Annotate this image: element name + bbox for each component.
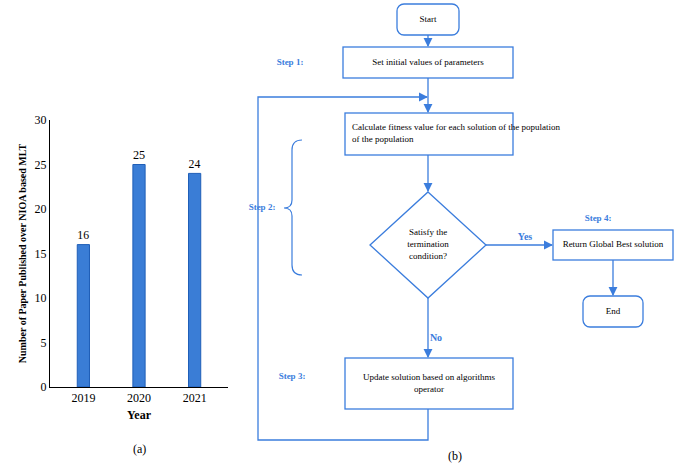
svg-text:Return Global Best solution: Return Global Best solution (563, 239, 664, 249)
svg-text:of the population: of the population (352, 134, 414, 144)
svg-text:10: 10 (35, 291, 47, 305)
svg-text:25: 25 (133, 148, 145, 162)
svg-text:Step 1:: Step 1: (277, 57, 304, 67)
svg-text:Yes: Yes (518, 231, 533, 242)
svg-text:16: 16 (77, 229, 89, 242)
svg-text:20: 20 (35, 202, 47, 216)
svg-text:2021: 2021 (183, 391, 207, 405)
svg-text:condition?: condition? (409, 251, 447, 261)
svg-text:Step 4:: Step 4: (585, 213, 612, 223)
svg-text:Step 2:: Step 2: (249, 202, 276, 212)
svg-text:2020: 2020 (127, 391, 151, 405)
svg-text:2019: 2019 (71, 391, 95, 405)
svg-text:Year: Year (127, 408, 152, 422)
svg-text:(b): (b) (448, 449, 462, 463)
svg-text:25: 25 (35, 158, 47, 172)
svg-text:Update solution based on algor: Update solution based on algorithms (363, 372, 495, 382)
svg-text:End: End (606, 306, 621, 316)
svg-text:Calculate fitness value for ea: Calculate fitness value for each solutio… (352, 122, 560, 132)
svg-text:15: 15 (35, 247, 47, 261)
svg-text:0: 0 (41, 380, 47, 394)
svg-text:Satisfy the: Satisfy the (409, 227, 447, 237)
svg-text:operator: operator (414, 384, 444, 394)
svg-text:(a): (a) (133, 442, 146, 456)
svg-text:Set initial values of paramete: Set initial values of parameters (372, 57, 484, 67)
svg-text:24: 24 (189, 158, 201, 171)
svg-text:Number of Paper Published over: Number of Paper Published over NIOA base… (17, 143, 28, 363)
svg-text:Step 3:: Step 3: (279, 371, 306, 381)
svg-text:Start: Start (420, 14, 437, 24)
svg-text:5: 5 (41, 336, 47, 350)
svg-text:termination: termination (407, 239, 449, 249)
svg-text:30: 30 (35, 113, 47, 127)
svg-text:No: No (430, 332, 442, 343)
